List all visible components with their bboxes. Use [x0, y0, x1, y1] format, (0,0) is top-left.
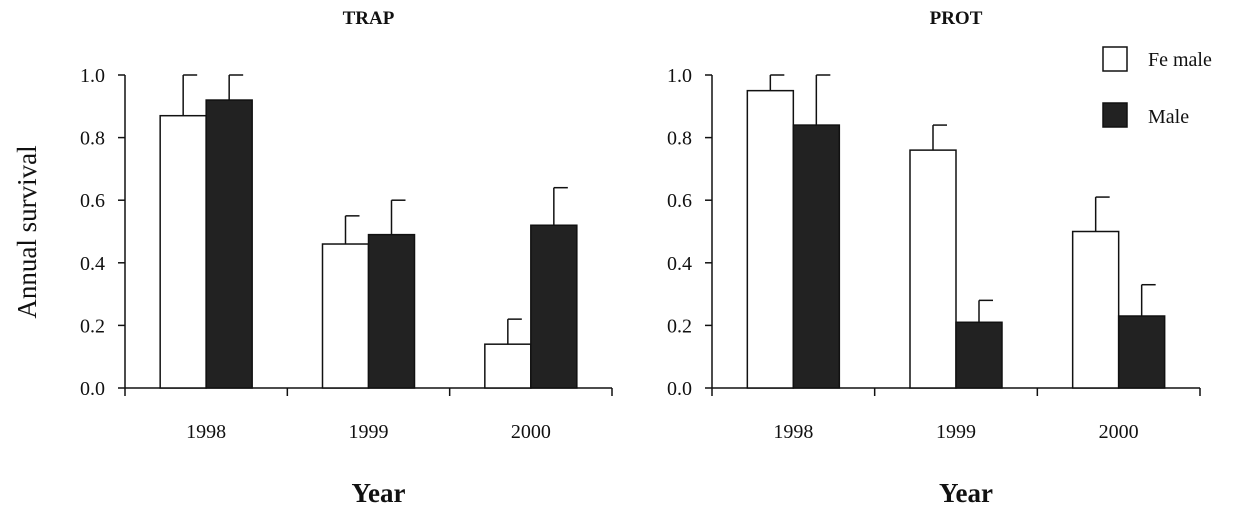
bar-female-1999: [909, 149, 957, 389]
x-axis-label: Year: [352, 478, 406, 508]
x-tick-label: 1999: [936, 421, 976, 443]
bar-female-2000: [484, 343, 532, 389]
y-tick-label: 0.0: [667, 378, 692, 400]
legend-swatch-female: [1102, 46, 1128, 72]
bar-male-1999: [367, 233, 416, 389]
y-tick-label: 0.8: [80, 128, 105, 150]
x-axis-label: Year: [939, 478, 993, 508]
trap-panel: TRAP 0.0 0.2 0.4 0.6 0.8 1.0 1998 1999 2000 Year: [80, 8, 613, 508]
bar-male-1999: [955, 321, 1003, 389]
bar-female-1998: [159, 114, 207, 389]
x-tick-label: 2000: [511, 421, 551, 443]
y-tick-label: 0.4: [667, 253, 692, 275]
y-tick-label: 0.8: [667, 128, 692, 150]
y-tick-label: 1.0: [80, 65, 105, 87]
y-tick-label: 0.6: [80, 190, 105, 212]
prot-panel: PROT 0.0 0.2 0.4 0.6 0.8 1.0 1998 1999 2000 Year: [667, 8, 1201, 508]
bar-male-2000: [1117, 315, 1166, 389]
bar-female-1998: [746, 89, 795, 389]
y-axis-label: Annual survival: [12, 145, 42, 318]
bar-female-2000: [1071, 230, 1120, 389]
y-tick-label: 1.0: [667, 65, 692, 87]
bar-female-1999: [321, 243, 370, 389]
y-tick-label: 0.0: [80, 378, 105, 400]
legend: Fe male Male: [1102, 46, 1212, 128]
legend-label-female: Fe male: [1148, 49, 1212, 71]
y-tick-label: 0.6: [667, 190, 692, 212]
legend-label-male: Male: [1148, 106, 1189, 128]
y-tick-label: 0.2: [80, 315, 105, 337]
chart-title: PROT: [930, 8, 983, 29]
x-tick-label: 1998: [186, 421, 226, 443]
legend-swatch-male: [1102, 102, 1128, 128]
bar-male-2000: [530, 224, 578, 389]
bar-male-1998: [205, 99, 253, 389]
y-tick-label: 0.4: [80, 253, 105, 275]
y-tick-label: 0.2: [667, 315, 692, 337]
x-tick-label: 1998: [773, 421, 813, 443]
bar-male-1998: [792, 124, 841, 389]
x-tick-label: 1999: [349, 421, 389, 443]
x-tick-label: 2000: [1099, 421, 1139, 443]
chart-title: TRAP: [343, 8, 395, 29]
